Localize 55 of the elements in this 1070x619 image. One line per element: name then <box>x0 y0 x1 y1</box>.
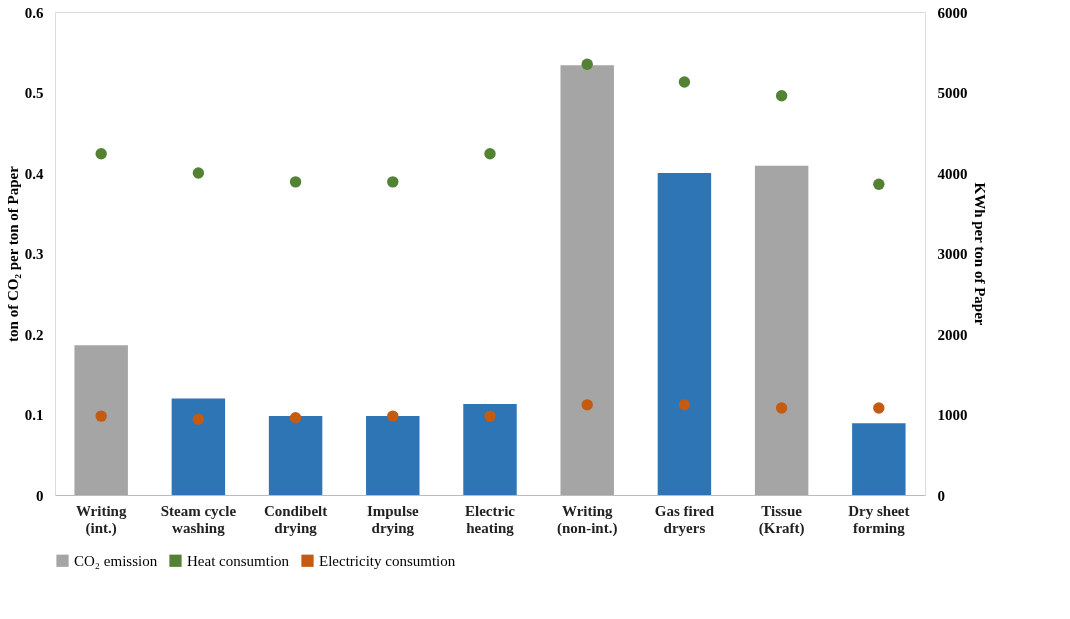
bar <box>560 65 614 495</box>
y-tick-label: 0.3 <box>24 246 44 262</box>
x-tick-label: Dry sheet forming <box>848 502 910 536</box>
y-tick-label: 0.6 <box>24 4 44 21</box>
x-tick-label: Writing (non-int.) <box>556 502 618 537</box>
bar <box>463 404 517 495</box>
bar <box>852 423 906 495</box>
x-tick-label: Steam cycle washing <box>160 502 237 536</box>
y2-axis-title: KWh per ton of Paper <box>971 182 988 326</box>
point <box>95 147 107 160</box>
y-tick-label: 0.5 <box>24 85 44 101</box>
point <box>775 402 788 414</box>
point <box>387 176 399 188</box>
y2-tick-label: 5000 <box>937 85 968 101</box>
y2-tick-label: 0 <box>937 487 945 504</box>
legend-label: CO₂ emission <box>74 552 158 569</box>
legend-label: Electricity consumtion <box>319 552 456 569</box>
y2-tick-label: 4000 <box>937 165 968 182</box>
bar <box>268 416 323 495</box>
x-tick-label: Gas fired dryers <box>654 502 715 536</box>
y-tick-label: 0.2 <box>24 326 44 343</box>
y-tick-label: 0.4 <box>24 165 44 182</box>
point <box>678 76 691 88</box>
bar <box>366 416 420 495</box>
point <box>873 402 885 414</box>
bar <box>754 165 809 495</box>
point <box>484 410 496 422</box>
y2-tick-label: 1000 <box>937 407 968 423</box>
y-tick-label: 0.1 <box>24 407 44 423</box>
point <box>678 399 691 411</box>
point <box>289 412 302 424</box>
point <box>192 413 205 426</box>
y-axis-title: ton of CO₂ per ton of Paper <box>4 165 21 342</box>
point <box>873 178 885 190</box>
x-tick-label: Impulse drying <box>366 502 419 536</box>
point <box>289 176 302 188</box>
point <box>484 147 496 160</box>
y2-tick-label: 2000 <box>937 326 968 343</box>
bar <box>657 173 712 495</box>
x-tick-label: Tissue (Kraft) <box>758 502 805 537</box>
y2-tick-label: 6000 <box>937 4 968 21</box>
x-tick-label: Writing (int.) <box>75 502 127 537</box>
y-tick-label: 0 <box>36 487 44 504</box>
point <box>192 167 205 179</box>
point <box>387 410 399 422</box>
point <box>775 90 788 102</box>
bar <box>171 398 226 495</box>
x-tick-label: Electric heating <box>465 502 516 536</box>
x-tick-label: Condibelt drying <box>263 502 328 536</box>
legend-label: Heat consumtion <box>187 552 290 569</box>
point <box>95 410 107 422</box>
point <box>581 58 593 71</box>
y2-tick-label: 3000 <box>937 246 968 262</box>
bar <box>74 345 128 495</box>
point <box>581 399 593 411</box>
